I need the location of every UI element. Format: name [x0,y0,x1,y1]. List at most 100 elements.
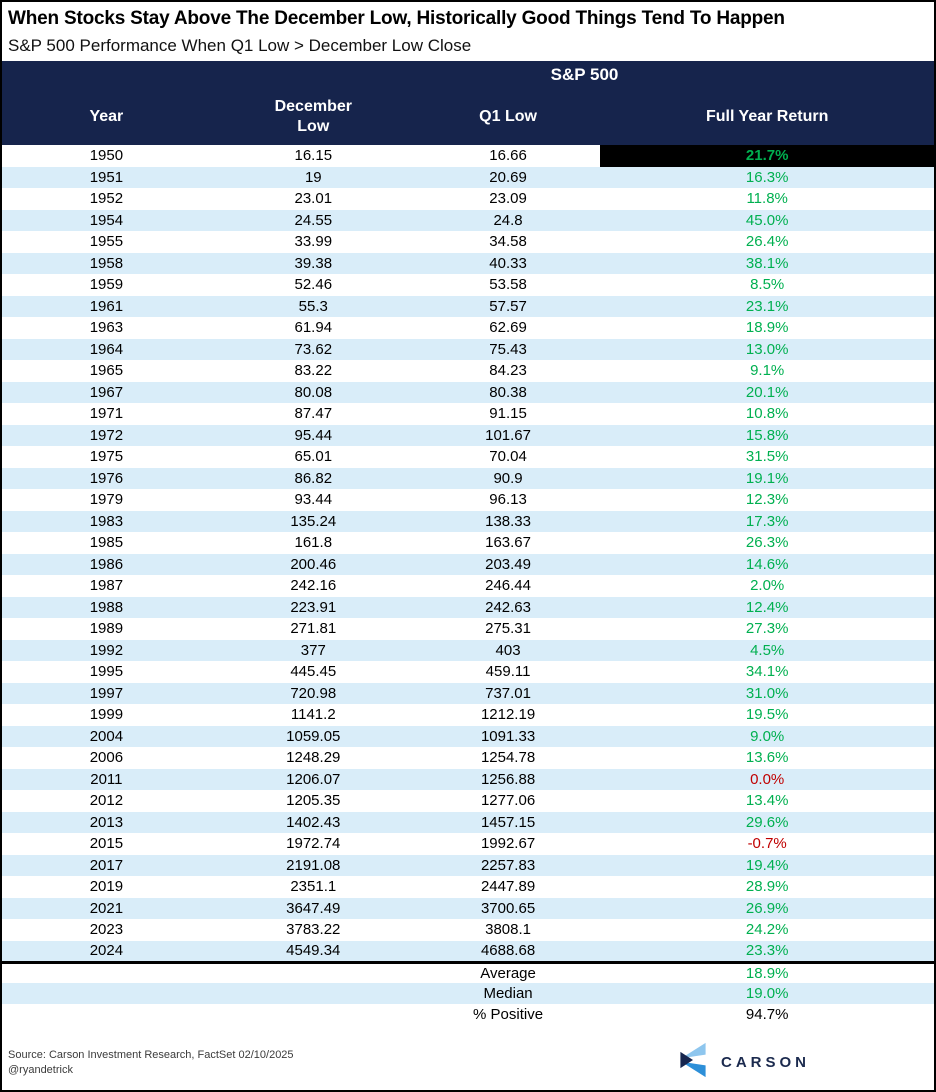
q1-low-cell: 737.01 [415,682,601,704]
full-year-return-cell: 11.8% [746,190,788,208]
december-low-cell: 52.46 [294,276,333,294]
page-subtitle: S&P 500 Performance When Q1 Low > Decemb… [8,36,472,55]
full-year-return-cell: 24.2% [745,921,789,939]
table-row: 2015 1972.74 1992.67 -0.7% [2,833,934,855]
december-low-cell: 720.98 [210,682,416,704]
year-cell: 1961 [2,295,211,317]
table-row: 2024 4549.34 4688.68 23.3% [2,940,934,962]
table-body: 1950 16.15 16.66 21.7% 1951 19 20.69 16.3% 1952 2… [2,145,934,962]
sp500-data-table: S&P 500 Year December Low Q1 Low Full Ye… [2,61,934,1025]
summary-empty-cell [2,983,211,1004]
full-year-return-cell: 23.1% [600,295,934,317]
table-row: 2004 1059.05 1091.33 9.0% [2,725,934,747]
full-year-return-cell: 23.3% [600,940,934,962]
column-header-row: Year December Low Q1 Low Full Year Retur… [2,89,934,145]
table-row: 1986 200.46 203.49 14.6% [2,553,934,575]
december-low-cell: 3783.22 [286,921,341,939]
summary-empty-cell [2,1004,211,1025]
december-low-cell: 23.01 [294,190,333,208]
q1-low-cell: 246.44 [485,577,531,595]
summary-value: 18.9% [600,960,934,983]
table-row: 1975 65.01 70.04 31.5% [2,446,934,468]
q1-low-cell: 403 [415,639,601,661]
table-row: 2012 1205.35 1277.06 13.4% [2,790,934,812]
summary-label: % Positive [473,1006,544,1023]
full-year-return-cell: 38.1% [600,252,934,274]
full-year-return-cell: 12.3% [745,491,789,509]
q1-low-cell: 1091.33 [415,725,601,747]
year-cell: 1963 [89,319,124,337]
q1-low-cell: 2257.83 [415,854,601,876]
table-row: 1964 73.62 75.43 13.0% [2,338,934,360]
december-low-cell: 1972.74 [286,835,341,853]
full-year-return-cell: 14.6% [600,553,934,575]
december-low-cell: 83.22 [294,362,333,380]
december-low-cell: 61.94 [294,319,333,337]
q1-low-cell: 57.57 [415,295,601,317]
table-row: 1951 19 20.69 16.3% [2,166,934,188]
year-cell: 1995 [89,663,124,681]
author-handle: @ryandetrick [8,1063,73,1076]
q1-low-cell: 3700.65 [415,897,601,919]
q1-low-cell: 70.04 [489,448,527,466]
december-low-cell: 1141.2 [290,706,336,724]
year-cell: 1999 [89,706,124,724]
year-cell: 2011 [2,768,211,790]
full-year-return-cell: 26.3% [745,534,789,552]
q1-low-cell: 80.38 [415,381,601,403]
table-row: 1967 80.08 80.38 20.1% [2,381,934,403]
december-low-cell: 86.82 [210,467,416,489]
col-header-full-year-return: Full Year Return [600,89,934,145]
table-row: 1997 720.98 737.01 31.0% [2,682,934,704]
year-cell: 2024 [2,940,211,962]
year-cell: 1955 [89,233,124,251]
full-year-return-cell: 19.1% [600,467,934,489]
full-year-return-cell: 12.4% [600,596,934,618]
december-low-cell: 223.91 [210,596,416,618]
group-header-row: S&P 500 [2,61,934,89]
year-cell: 1971 [89,405,124,423]
year-cell: 2013 [2,811,211,833]
q1-low-cell: 91.15 [489,405,527,423]
source-block: Source: Carson Investment Research, Fact… [8,1048,294,1078]
full-year-return-cell: 34.1% [745,663,789,681]
table-row: 1989 271.81 275.31 27.3% [2,618,934,640]
table-row: 1955 33.99 34.58 26.4% [2,231,934,253]
full-year-return-cell: 17.3% [600,510,934,532]
table-row: 1965 83.22 84.23 9.1% [2,360,934,382]
q1-low-cell: 3808.1 [485,921,531,939]
year-cell: 1983 [2,510,211,532]
table-header: S&P 500 Year December Low Q1 Low Full Ye… [2,61,934,145]
december-low-cell: 73.62 [210,338,416,360]
full-year-return-cell: 2.0% [750,577,785,595]
december-low-cell: 55.3 [210,295,416,317]
year-cell: 1988 [2,596,211,618]
q1-low-cell: 275.31 [485,620,531,638]
full-year-return-cell: 16.3% [600,166,934,188]
table-row: 2023 3783.22 3808.1 24.2% [2,919,934,941]
full-year-return-cell: 27.3% [745,620,789,638]
full-year-return-cell: 19.4% [600,854,934,876]
q1-low-cell: 1277.06 [480,792,536,810]
summary-value: 19.0% [600,983,934,1004]
full-year-return-cell: 19.5% [745,706,789,724]
q1-low-cell: 90.9 [415,467,601,489]
december-low-cell: 445.45 [290,663,337,681]
col-header-q1-low: Q1 Low [415,89,601,145]
december-low-cell: 135.24 [210,510,416,532]
table-row: 1959 52.46 53.58 8.5% [2,274,934,296]
q1-low-cell: 1212.19 [480,706,536,724]
q1-low-cell: 53.58 [489,276,527,294]
year-cell: 1952 [89,190,124,208]
year-cell: 1954 [2,209,211,231]
source-text: Source: Carson Investment Research, Fact… [8,1048,294,1061]
full-year-return-cell: 31.0% [600,682,934,704]
full-year-return-cell: 26.9% [600,897,934,919]
year-cell: 2006 [89,749,124,767]
summary-body: Average 18.9% Median 19.0% % Positive 94.7% [2,960,934,1025]
table-row: 1961 55.3 57.57 23.1% [2,295,934,317]
full-year-return-cell: 13.0% [600,338,934,360]
full-year-return-cell: 13.4% [745,792,789,810]
december-low-cell: 1206.07 [210,768,416,790]
